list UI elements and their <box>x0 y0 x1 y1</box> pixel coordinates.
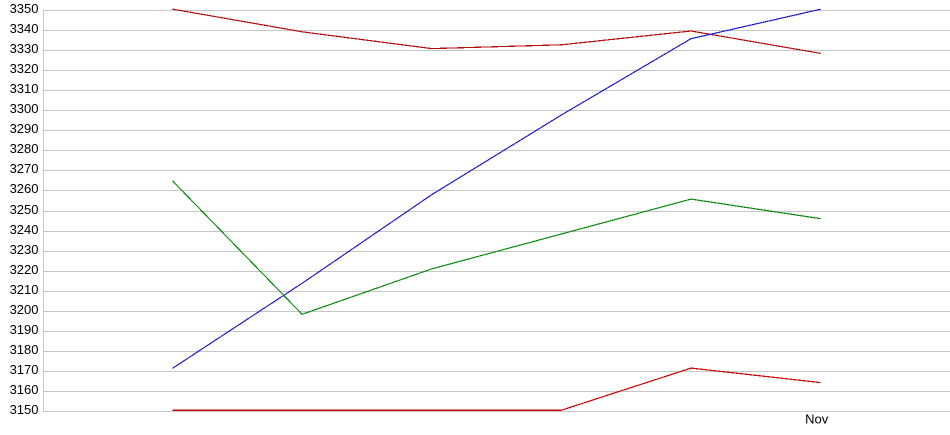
svg-text:3320: 3320 <box>10 61 39 76</box>
svg-text:3290: 3290 <box>10 121 39 136</box>
svg-text:3230: 3230 <box>10 242 39 257</box>
svg-text:3310: 3310 <box>10 81 39 96</box>
svg-text:3260: 3260 <box>10 181 39 196</box>
svg-text:3350: 3350 <box>10 1 39 16</box>
svg-text:Nov: Nov <box>805 411 829 426</box>
svg-text:3190: 3190 <box>10 322 39 337</box>
svg-text:3340: 3340 <box>10 21 39 36</box>
svg-text:3220: 3220 <box>10 262 39 277</box>
svg-text:3280: 3280 <box>10 141 39 156</box>
svg-text:3180: 3180 <box>10 342 39 357</box>
svg-text:3270: 3270 <box>10 161 39 176</box>
svg-text:3200: 3200 <box>10 302 39 317</box>
svg-text:3300: 3300 <box>10 101 39 116</box>
svg-text:3150: 3150 <box>10 402 39 417</box>
svg-text:3330: 3330 <box>10 41 39 56</box>
svg-text:3250: 3250 <box>10 202 39 217</box>
svg-text:3170: 3170 <box>10 362 39 377</box>
svg-text:3240: 3240 <box>10 222 39 237</box>
svg-text:3160: 3160 <box>10 382 39 397</box>
svg-text:3210: 3210 <box>10 282 39 297</box>
